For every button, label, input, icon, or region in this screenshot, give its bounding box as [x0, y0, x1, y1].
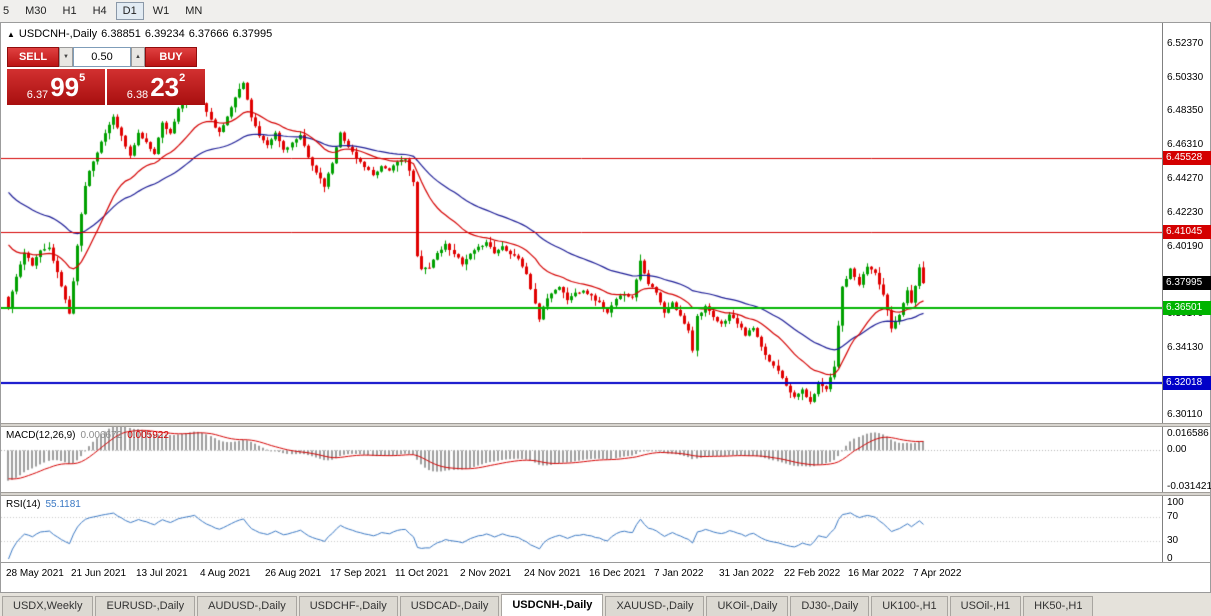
chart-tab-usoil-h1[interactable]: USOil-,H1 — [949, 596, 1022, 616]
chart-tab-usdcnh-daily[interactable]: USDCNH-,Daily — [501, 594, 604, 616]
chart-window: ▲ USDCNH-,Daily 6.38851 6.39234 6.37666 6.379… — [0, 22, 1211, 593]
price-axis-label: 6.40190 — [1167, 240, 1204, 252]
caret-down-icon: ▼ — [63, 54, 69, 60]
macd-main-value: 0.006672 — [80, 430, 123, 441]
rsi-value: 55.1181 — [45, 499, 81, 510]
price-axis-label: 6.44270 — [1167, 172, 1204, 184]
chart-tab-audusd-daily[interactable]: AUDUSD-,Daily — [197, 596, 297, 616]
symbol-period-label: USDCNH-,Daily — [18, 28, 98, 40]
chart-tab-usdx-weekly[interactable]: USDX,Weekly — [2, 596, 94, 616]
date-axis-label: 4 Aug 2021 — [200, 568, 251, 579]
macd-name: MACD(12,26,9) — [6, 430, 76, 441]
timeframe-button-5[interactable]: 5 — [0, 2, 16, 20]
close-value: 6.37995 — [232, 28, 273, 40]
chart-tab-usdcad-daily[interactable]: USDCAD-,Daily — [399, 596, 500, 616]
price-axis-label: 6.46310 — [1167, 138, 1204, 150]
rsi-axis-label: 30 — [1167, 535, 1179, 546]
hline-price-label: 6.45528 — [1163, 150, 1211, 165]
rsi-axis-label: 100 — [1167, 497, 1184, 508]
price-axis-label: 6.42230 — [1167, 206, 1204, 218]
volume-input[interactable] — [73, 47, 131, 67]
rsi-name: RSI(14) — [6, 499, 41, 510]
ask-price-panel[interactable]: 6.38 23 2 — [107, 69, 205, 105]
chart-tab-eurusd-daily[interactable]: EURUSD-,Daily — [95, 596, 196, 616]
date-axis-label: 2 Nov 2021 — [460, 568, 512, 579]
chart-tab-xauusd-daily[interactable]: XAUUSD-,Daily — [605, 596, 705, 616]
ask-price-big: 23 — [150, 72, 180, 102]
rsi-label: RSI(14) 55.1181 — [6, 499, 81, 510]
bid-price-panel[interactable]: 6.37 99 5 — [7, 69, 105, 105]
date-axis-label: 22 Feb 2022 — [784, 568, 841, 579]
macd-label: MACD(12,26,9) 0.006672 0.005922 — [6, 430, 169, 441]
date-axis-label: 11 Oct 2021 — [395, 568, 449, 579]
panel-splitter[interactable] — [1, 423, 1210, 427]
rsi-panel: RSI(14) 55.1181 — [1, 496, 1162, 562]
date-axis-label: 31 Jan 2022 — [719, 568, 775, 579]
price-axis-label: 6.50330 — [1167, 71, 1204, 83]
price-axis-label: 6.30110 — [1167, 408, 1203, 420]
date-axis-label: 28 May 2021 — [6, 568, 64, 579]
date-axis-label: 17 Sep 2021 — [330, 568, 387, 579]
date-axis-label: 26 Aug 2021 — [265, 568, 322, 579]
volume-increase-button[interactable]: ▲ — [131, 47, 145, 67]
rsi-axis-label: 0 — [1167, 553, 1173, 564]
hline-price-label: 6.41045 — [1163, 225, 1211, 240]
caret-up-icon: ▲ — [135, 54, 141, 60]
hline-price-label: 6.36501 — [1163, 300, 1211, 315]
chart-tab-bar: USDX,Weekly EURUSD-,Daily AUDUSD-,Daily USD… — [0, 592, 1211, 616]
macd-axis-label: 0.00 — [1167, 444, 1187, 456]
date-axis-label: 13 Jul 2021 — [136, 568, 188, 579]
timeframe-button-h4[interactable]: H4 — [86, 2, 114, 20]
price-axis-label: 6.48350 — [1167, 104, 1204, 116]
price-axis-label: 6.34130 — [1167, 341, 1204, 353]
sell-button[interactable]: SELL — [7, 47, 59, 67]
macd-axis-label: 0.016586 — [1167, 428, 1209, 439]
one-click-trading-panel: SELL ▼ ▲ BUY 6.37 99 5 6.38 23 2 — [7, 47, 205, 105]
timeframe-button-w1[interactable]: W1 — [146, 2, 177, 20]
chart-tab-ukoil-daily[interactable]: UKOil-,Daily — [706, 596, 789, 616]
date-axis-label: 16 Mar 2022 — [848, 568, 905, 579]
macd-axis-label: -0.031421 — [1167, 481, 1211, 492]
ask-price-sup: 2 — [179, 72, 186, 84]
ask-price-head: 6.38 — [126, 89, 149, 101]
chart-tab-hk50-h1[interactable]: HK50-,H1 — [1023, 596, 1094, 616]
panel-splitter[interactable] — [1, 492, 1210, 496]
open-value: 6.38851 — [101, 28, 141, 40]
date-axis: 28 May 2021 21 Jun 2021 13 Jul 2021 4 Aug 2… — [1, 562, 1210, 587]
date-axis-label: 24 Nov 2021 — [524, 568, 581, 579]
chart-tab-dj30-daily[interactable]: DJ30-,Daily — [790, 596, 870, 616]
rsi-canvas[interactable] — [1, 496, 1162, 562]
timeframe-button-mn[interactable]: MN — [178, 2, 209, 20]
high-value: 6.39234 — [144, 28, 185, 40]
main-chart-panel: ▲ USDCNH-,Daily 6.38851 6.39234 6.37666 6.379… — [1, 23, 1162, 423]
low-value: 6.37666 — [188, 28, 229, 40]
price-axis-label: 6.52370 — [1167, 37, 1204, 49]
chart-tab-usdchf-daily[interactable]: USDCHF-,Daily — [298, 596, 398, 616]
bid-price-sup: 5 — [79, 72, 86, 84]
one-click-toggle-icon[interactable]: ▲ — [7, 30, 15, 39]
chart-title: ▲ USDCNH-,Daily 6.38851 6.39234 6.37666 6.379… — [7, 28, 272, 40]
date-axis-label: 7 Apr 2022 — [913, 568, 962, 579]
rsi-axis-label: 70 — [1167, 511, 1179, 522]
timeframe-button-m30[interactable]: M30 — [18, 2, 53, 20]
timeframe-toolbar: 5 M30 H1 H4 D1 W1 MN — [0, 0, 1211, 23]
bid-price-big: 99 — [50, 72, 80, 102]
bid-price-head: 6.37 — [26, 89, 49, 101]
buy-button[interactable]: BUY — [145, 47, 197, 67]
hline-price-label: 6.32018 — [1163, 375, 1211, 390]
macd-signal-value: 0.005922 — [127, 430, 169, 441]
macd-canvas[interactable] — [1, 427, 1162, 492]
date-axis-label: 16 Dec 2021 — [589, 568, 646, 579]
date-axis-label: 7 Jan 2022 — [654, 568, 704, 579]
timeframe-button-d1[interactable]: D1 — [115, 2, 144, 20]
current-price-badge: 6.37995 — [1163, 276, 1211, 291]
chart-tab-uk100-h1[interactable]: UK100-,H1 — [871, 596, 948, 616]
macd-panel: MACD(12,26,9) 0.006672 0.005922 — [1, 427, 1162, 492]
date-axis-label: 21 Jun 2021 — [71, 568, 127, 579]
timeframe-button-h1[interactable]: H1 — [56, 2, 84, 20]
volume-decrease-button[interactable]: ▼ — [59, 47, 73, 67]
price-axis: 6.52370 6.50330 6.48350 6.46310 6.44270 6.422… — [1162, 23, 1211, 564]
